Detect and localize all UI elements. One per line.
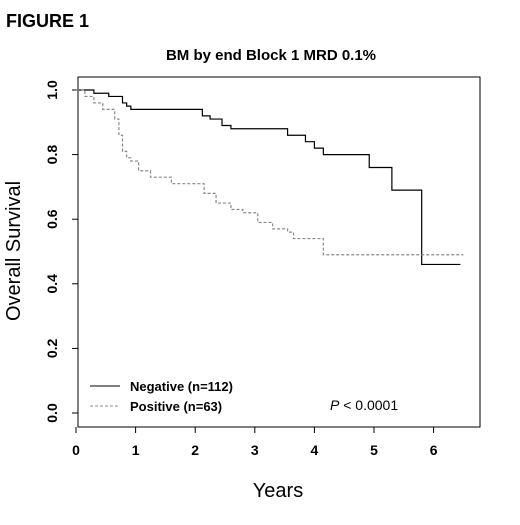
legend: Negative (n=112) Positive (n=63) [90, 379, 233, 414]
p-value-symbol: P [330, 397, 340, 413]
x-axis-label: Years [253, 480, 303, 502]
y-tick-label: 0.4 [44, 274, 60, 294]
y-tick-label: 0.8 [44, 145, 60, 165]
legend-label-positive: Positive (n=63) [130, 399, 222, 414]
series-line-negative [76, 89, 461, 266]
x-tick-label: 3 [251, 442, 259, 458]
p-value-text: < 0.0001 [339, 397, 398, 413]
legend-label-negative: Negative (n=112) [130, 379, 233, 394]
x-axis: 0 1 2 3 4 5 6 [72, 427, 438, 458]
y-axis-label: Overall Survival [3, 181, 25, 321]
x-tick-label: 4 [311, 442, 319, 458]
x-tick-label: 0 [72, 442, 80, 458]
p-value-annotation: P < 0.0001 [330, 397, 398, 413]
x-tick-label: 5 [370, 442, 378, 458]
y-tick-label: 0.6 [44, 209, 60, 229]
y-tick-label: 0.2 [44, 338, 60, 358]
series-line-positive [76, 89, 464, 256]
figure-label: FIGURE 1 [6, 11, 89, 31]
y-axis: 0.0 0.2 0.4 0.6 0.8 1.0 [44, 80, 78, 423]
chart-title: BM by end Block 1 MRD 0.1% [166, 47, 376, 64]
x-tick-label: 6 [430, 442, 438, 458]
series-layer [76, 89, 464, 266]
plot-frame [77, 76, 481, 428]
y-tick-label: 0.0 [44, 403, 60, 423]
x-tick-label: 2 [191, 442, 199, 458]
x-tick-label: 1 [132, 442, 140, 458]
y-tick-label: 1.0 [44, 80, 60, 100]
